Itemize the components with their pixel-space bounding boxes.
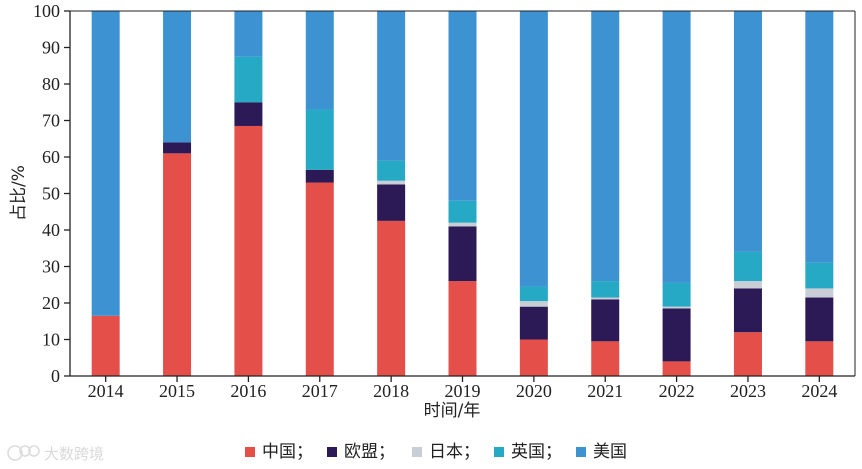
y-tick-label: 20 <box>42 293 60 313</box>
y-ticks: 0 10 20 30 40 50 60 70 80 90 100 <box>33 1 70 386</box>
legend-label-英国: 英国； <box>511 442 562 462</box>
x-tick-label: 2021 <box>587 381 623 401</box>
legend-label-美国: 美国 <box>593 442 627 462</box>
bar-segment-2024-日本 <box>805 288 834 298</box>
bar-segment-2021-美国 <box>591 11 620 282</box>
bar-segment-2022-欧盟 <box>662 308 691 362</box>
bar-segment-2015-中国 <box>163 153 192 376</box>
bar-segment-2020-中国 <box>519 339 548 376</box>
y-tick-label: 40 <box>42 220 60 240</box>
x-tick-label: 2023 <box>730 381 766 401</box>
bar-segment-2017-美国 <box>305 11 334 110</box>
legend-swatch-欧盟 <box>327 447 337 457</box>
x-tick-label: 2018 <box>373 381 409 401</box>
x-tick-label: 2019 <box>445 381 481 401</box>
bar-segment-2023-美国 <box>733 11 762 252</box>
bar-segment-2024-英国 <box>805 262 834 289</box>
x-tick-label: 2016 <box>230 381 266 401</box>
bar-segment-2019-美国 <box>448 11 477 201</box>
legend-swatch-美国 <box>576 447 586 457</box>
bar-segment-2018-欧盟 <box>377 184 406 221</box>
y-tick-label: 0 <box>51 366 60 386</box>
y-axis-title: 占比/% <box>9 165 29 221</box>
legend-label-中国: 中国； <box>262 442 313 462</box>
y-tick-label: 90 <box>42 38 60 58</box>
bar-segment-2017-中国 <box>305 182 334 376</box>
bar-segment-2016-中国 <box>234 125 263 376</box>
x-tick-label: 2015 <box>159 381 195 401</box>
bar-segment-2014-美国 <box>91 11 120 316</box>
bar-segment-2019-日本 <box>448 222 477 227</box>
legend-swatch-日本 <box>412 447 422 457</box>
bar-segment-2016-欧盟 <box>234 102 263 126</box>
bar-segment-2017-欧盟 <box>305 169 334 183</box>
bar-segment-2023-英国 <box>733 251 762 282</box>
bar-segment-2018-日本 <box>377 180 406 185</box>
watermark-logo-icon <box>7 445 40 461</box>
legend: 中国； 欧盟； 日本； 英国； 美国 <box>245 442 627 462</box>
bar-segment-2016-英国 <box>234 56 263 103</box>
bar-segment-2024-欧盟 <box>805 297 834 342</box>
bar-segment-2015-美国 <box>163 11 192 143</box>
bar-segment-2024-中国 <box>805 341 834 376</box>
bar-segment-2014-中国 <box>91 315 120 376</box>
bar-segment-2020-日本 <box>519 301 548 307</box>
bar-segment-2023-欧盟 <box>733 288 762 333</box>
legend-label-日本: 日本； <box>429 442 480 462</box>
legend-swatch-中国 <box>245 447 255 457</box>
y-tick-label: 50 <box>42 184 60 204</box>
bar-segment-2016-美国 <box>234 11 263 57</box>
bar-segment-2018-英国 <box>377 160 406 181</box>
bar-segment-2021-日本 <box>591 297 620 300</box>
bar-segment-2023-中国 <box>733 332 762 376</box>
bar-segment-2022-中国 <box>662 361 691 376</box>
legend-swatch-英国 <box>494 447 504 457</box>
bar-segment-2022-美国 <box>662 11 691 283</box>
x-tick-label: 2014 <box>88 381 124 401</box>
bar-segment-2021-英国 <box>591 281 620 298</box>
bar-segment-2021-欧盟 <box>591 299 620 342</box>
bar-segment-2022-日本 <box>662 306 691 309</box>
watermark-text: 大数跨境 <box>44 445 104 463</box>
bar-segment-2018-美国 <box>377 11 406 161</box>
x-tick-label: 2020 <box>516 381 552 401</box>
x-ticks: 2014 2015 2016 2017 2018 2019 2020 2021 2022 2023… <box>88 376 837 401</box>
y-tick-label: 30 <box>42 257 60 277</box>
bar-segment-2015-欧盟 <box>163 142 192 154</box>
bar-segment-2021-中国 <box>591 341 620 376</box>
bar-segment-2023-日本 <box>733 281 762 289</box>
y-tick-label: 70 <box>42 111 60 131</box>
bar-segment-2022-英国 <box>662 282 691 307</box>
watermark: 大数跨境 <box>7 445 104 463</box>
bar-segment-2024-美国 <box>805 11 834 263</box>
bars-layer <box>91 11 834 377</box>
y-tick-label: 10 <box>42 330 60 350</box>
bar-segment-2019-欧盟 <box>448 226 477 282</box>
y-tick-label: 60 <box>42 147 60 167</box>
bar-segment-2019-英国 <box>448 200 477 223</box>
bar-segment-2018-中国 <box>377 220 406 377</box>
y-tick-label: 100 <box>33 1 60 21</box>
bar-segment-2019-中国 <box>448 281 477 376</box>
x-tick-label: 2017 <box>302 381 338 401</box>
bar-segment-2020-美国 <box>519 11 548 287</box>
y-tick-label: 80 <box>42 74 60 94</box>
x-tick-label: 2022 <box>659 381 695 401</box>
bar-segment-2020-欧盟 <box>519 306 548 340</box>
x-tick-label: 2024 <box>801 381 837 401</box>
bar-segment-2020-英国 <box>519 286 548 302</box>
x-axis-title: 时间/年 <box>424 401 481 421</box>
legend-label-欧盟: 欧盟； <box>344 442 395 462</box>
bar-segment-2017-英国 <box>305 109 334 170</box>
